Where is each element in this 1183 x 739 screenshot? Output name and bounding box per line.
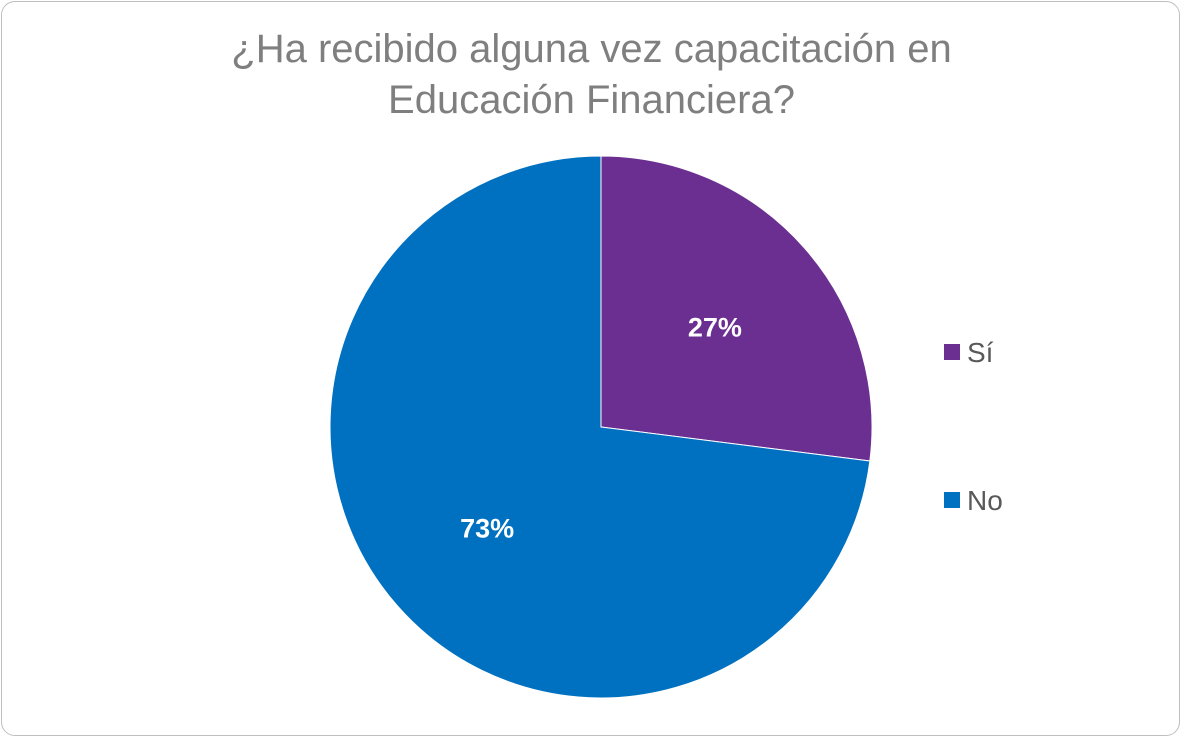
pie-slice-1: [600, 155, 873, 462]
chart-title-line-1: ¿Ha recibido alguna vez capacitación en: [231, 27, 952, 71]
legend-swatch-1: [944, 344, 960, 360]
legend-swatch-2: [944, 492, 960, 508]
pie-data-labels: 27% 73%: [460, 313, 742, 544]
chart-title: ¿Ha recibido alguna vez capacitación en …: [0, 24, 1183, 126]
legend: Sí No: [944, 337, 1003, 516]
pie-slice-2: [329, 155, 871, 699]
data-label-1: 27%: [688, 313, 742, 343]
legend-label-2: No: [967, 485, 1003, 516]
chart-title-line-2: Educación Financiera?: [388, 78, 795, 122]
data-label-2: 73%: [460, 513, 514, 543]
pie-slices: [329, 155, 873, 699]
legend-label-1: Sí: [967, 337, 994, 368]
